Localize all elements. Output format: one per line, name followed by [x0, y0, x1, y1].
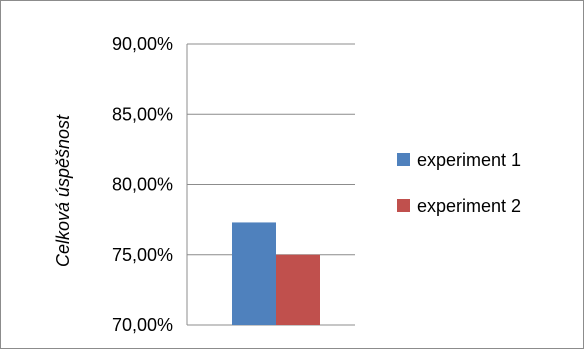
y-tick-label: 75,00%	[112, 245, 173, 265]
value-axis: 70,00% 75,00% 80,00% 85,00% 90,00%	[112, 34, 188, 335]
bar-experiment-2	[276, 254, 320, 325]
bars	[232, 222, 320, 325]
y-tick-label: 70,00%	[112, 315, 173, 335]
y-axis-label: Celková úspěšnost	[53, 114, 73, 267]
y-tick-label: 85,00%	[112, 104, 173, 124]
legend-swatch	[397, 153, 410, 166]
gridlines	[187, 43, 355, 326]
legend: experiment 1 experiment 2	[397, 150, 521, 216]
legend-label: experiment 2	[417, 196, 521, 216]
legend-label: experiment 1	[417, 150, 521, 170]
legend-swatch	[397, 199, 410, 212]
y-tick-label: 90,00%	[112, 34, 173, 54]
bar-experiment-1	[232, 222, 276, 325]
y-tick-label: 80,00%	[112, 175, 173, 195]
